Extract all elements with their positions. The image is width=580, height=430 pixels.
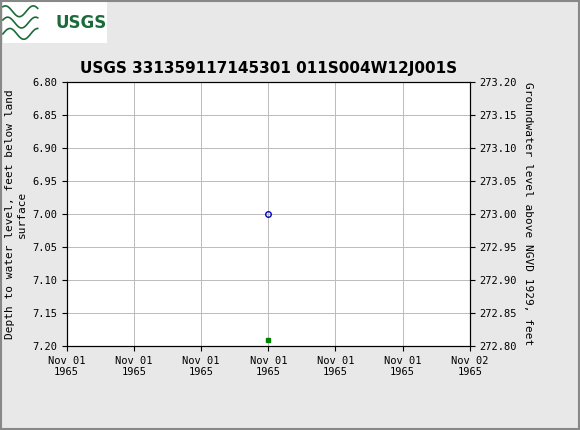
- Y-axis label: Depth to water level, feet below land
surface: Depth to water level, feet below land su…: [5, 89, 27, 339]
- Y-axis label: Groundwater level above NGVD 1929, feet: Groundwater level above NGVD 1929, feet: [523, 82, 532, 346]
- Text: USGS: USGS: [55, 14, 106, 31]
- Bar: [3, 2, 107, 43]
- Title: USGS 331359117145301 011S004W12J001S: USGS 331359117145301 011S004W12J001S: [79, 61, 457, 77]
